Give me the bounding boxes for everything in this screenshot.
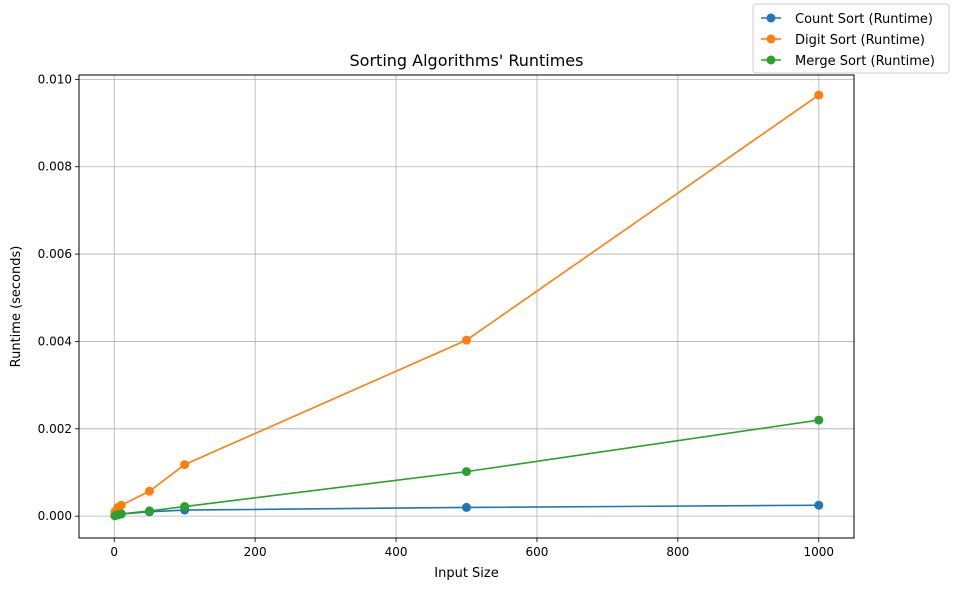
x-tick-label: 0 (110, 545, 118, 559)
data-point (814, 90, 824, 100)
x-axis-ticks: 0 200 400 600 800 1000 (110, 538, 834, 559)
x-tick-label: 600 (526, 545, 549, 559)
y-tick-label: 0.010 (38, 72, 72, 86)
legend-marker (766, 55, 776, 65)
y-axis-label: Runtime (seconds) (9, 246, 24, 368)
legend-marker (766, 34, 776, 44)
data-point (144, 506, 154, 516)
x-tick-label: 1000 (803, 545, 834, 559)
legend-label: Count Sort (Runtime) (795, 12, 933, 27)
series-group (110, 90, 824, 521)
data-point (462, 335, 471, 345)
data-point (144, 486, 154, 496)
data-point (180, 460, 190, 470)
y-tick-label: 0.002 (38, 422, 72, 436)
x-tick-label: 800 (666, 545, 689, 559)
chart-title: Sorting Algorithms' Runtimes (350, 51, 584, 70)
y-tick-label: 0.000 (38, 509, 72, 523)
data-point (814, 415, 824, 425)
x-tick-label: 200 (244, 545, 267, 559)
series-line (114, 94, 820, 513)
x-axis-label: Input Size (434, 566, 498, 581)
data-point (462, 502, 471, 512)
data-point (814, 500, 824, 510)
legend-label: Digit Sort (Runtime) (795, 33, 925, 48)
data-point (116, 509, 126, 519)
legend: Count Sort (Runtime) Digit Sort (Runtime)… (752, 3, 950, 74)
legend-label: Merge Sort (Runtime) (795, 54, 935, 69)
y-axis-ticks: 0.000 0.002 0.004 0.006 0.008 0.010 (38, 72, 79, 523)
y-tick-label: 0.004 (38, 334, 72, 348)
plot-frame (78, 74, 855, 539)
x-tick-label: 400 (385, 545, 408, 559)
y-tick-label: 0.006 (38, 247, 72, 261)
y-tick-label: 0.008 (38, 160, 72, 174)
data-point (462, 467, 471, 477)
legend-box (752, 3, 950, 74)
data-point (116, 500, 126, 510)
legend-marker (766, 13, 776, 23)
data-point (180, 502, 190, 512)
